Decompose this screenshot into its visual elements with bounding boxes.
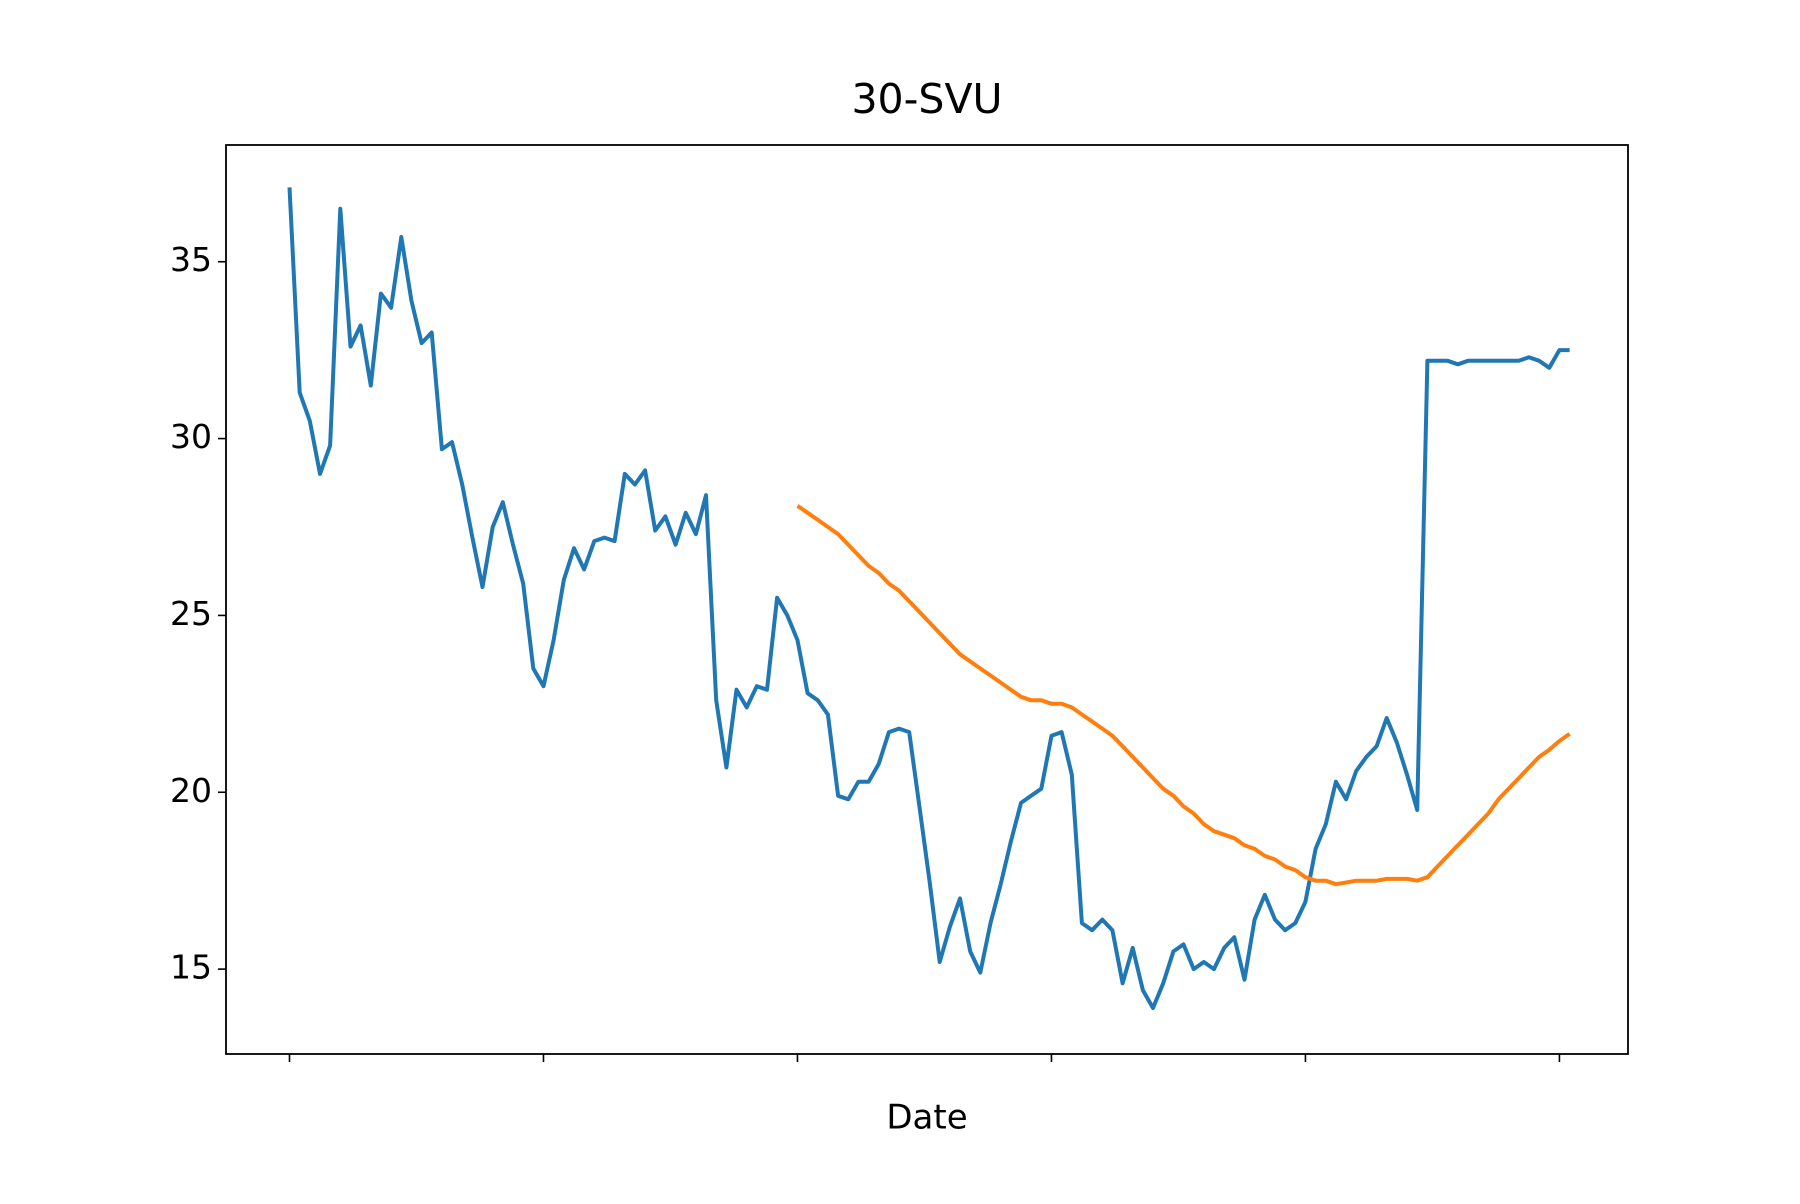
x-axis-label: Date	[886, 1098, 967, 1138]
chart-title: 30-SVU	[851, 75, 1002, 123]
data-line	[796, 504, 1571, 887]
data-line	[287, 187, 1570, 1010]
y-tick-label: 35	[170, 240, 212, 279]
y-tick-label: 25	[170, 594, 212, 633]
plot-frame	[225, 144, 1629, 1055]
y-tick-label: 30	[170, 417, 212, 456]
y-tick-label: 20	[170, 771, 212, 810]
y-tick-label: 15	[170, 948, 212, 987]
